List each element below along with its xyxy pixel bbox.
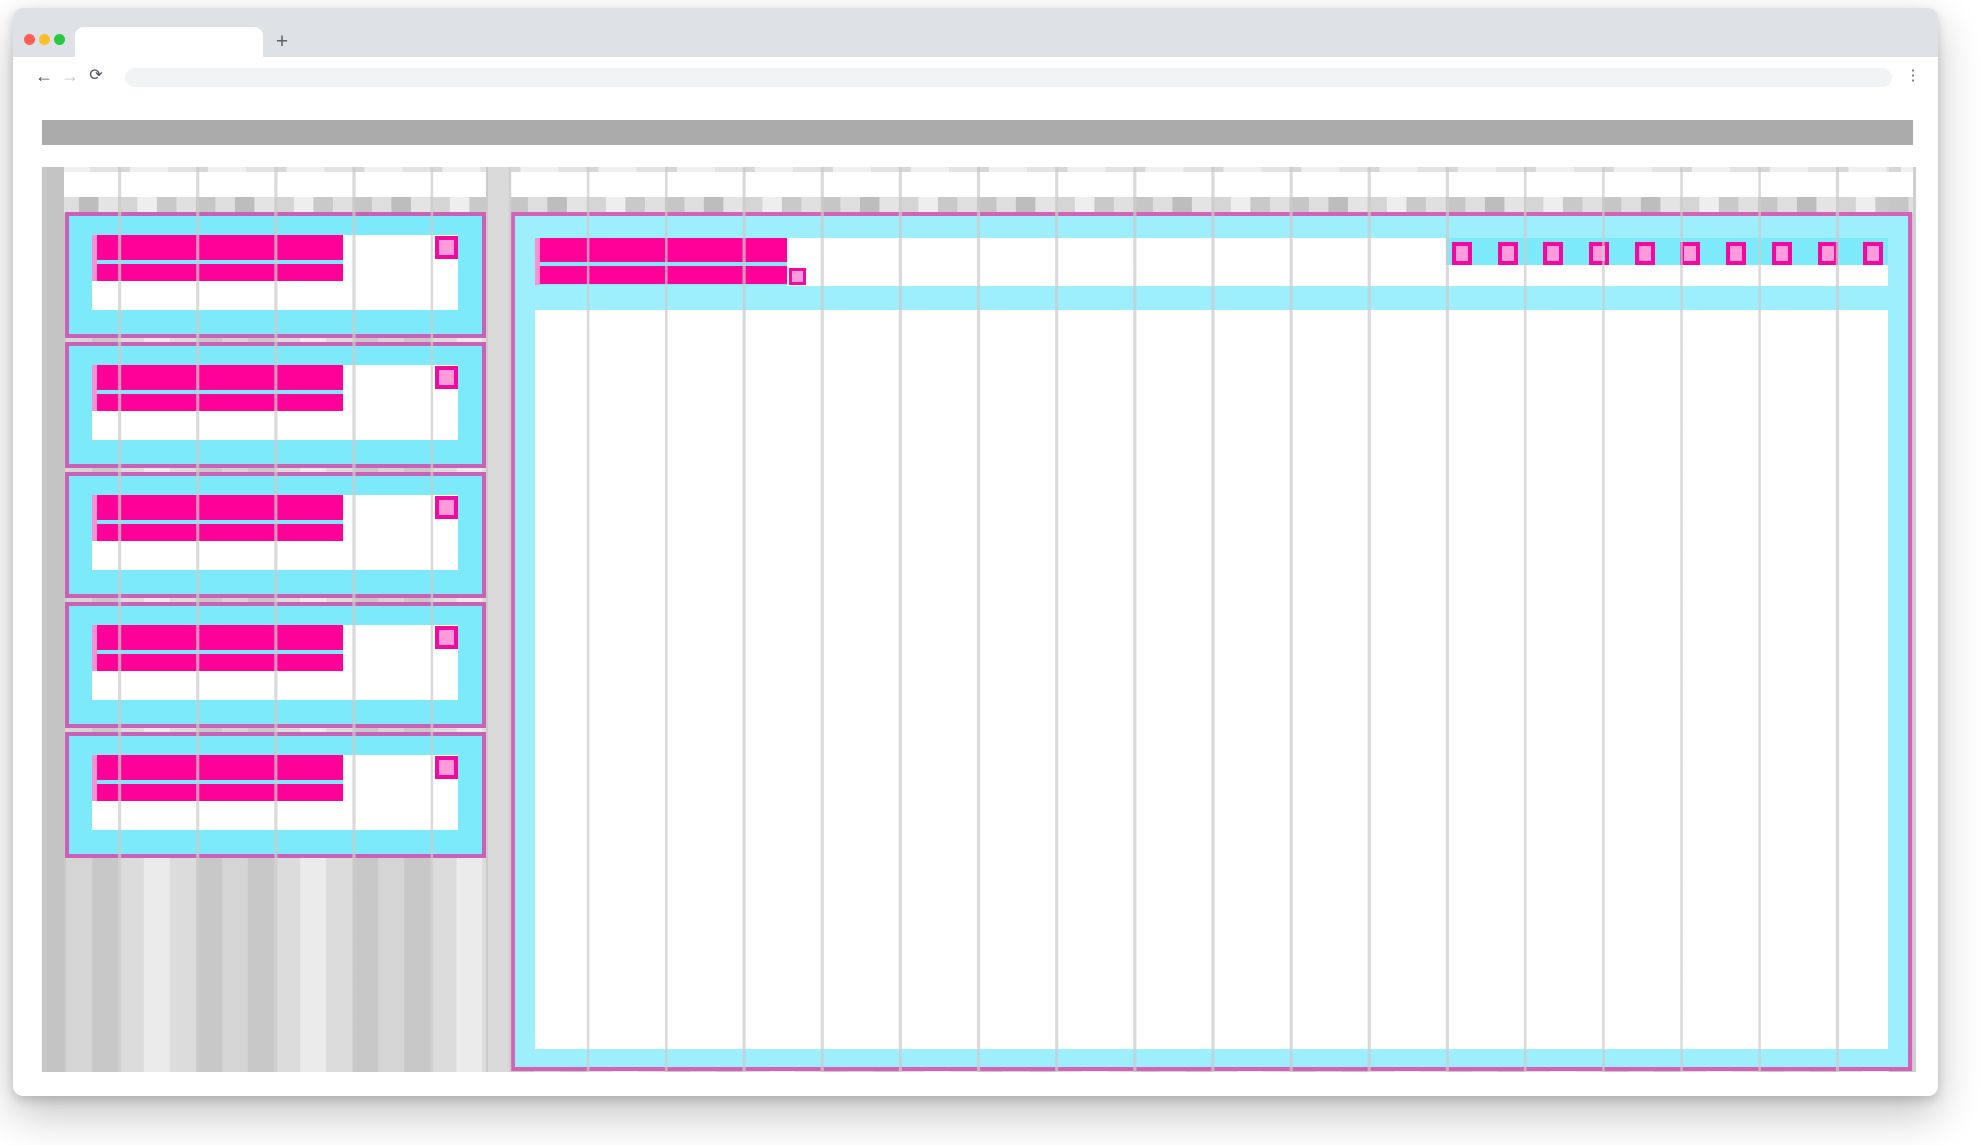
action-square-button[interactable] (1634, 242, 1655, 265)
text-line-placeholder (97, 654, 343, 671)
list-card[interactable] (65, 212, 486, 338)
back-button[interactable]: ← (35, 66, 53, 86)
text-line-placeholder (540, 238, 787, 262)
text-placeholder-block (92, 625, 343, 671)
text-line-placeholder (97, 235, 343, 260)
browser-toolbar: ← → ⟳ ⋮ (13, 57, 1938, 96)
list-card[interactable] (65, 472, 486, 598)
panel-action-toolbar (1446, 238, 1888, 265)
refresh-button[interactable]: ⟳ (89, 67, 103, 84)
text-line-placeholder (97, 495, 343, 520)
action-square-button[interactable] (1726, 242, 1747, 265)
text-line-placeholder (97, 264, 343, 281)
traffic-light-close-button[interactable] (24, 34, 35, 45)
text-line-placeholder (97, 625, 343, 650)
list-card[interactable] (65, 342, 486, 468)
text-placeholder-block (92, 365, 343, 411)
square-icon-placeholder[interactable] (435, 496, 458, 519)
layout-grid-area (42, 167, 1916, 1072)
square-icon-placeholder[interactable] (435, 756, 458, 779)
text-placeholder-block (92, 755, 343, 801)
traffic-light-expand-button[interactable] (54, 34, 65, 45)
address-bar-input[interactable] (125, 68, 1892, 87)
text-line-placeholder (97, 365, 343, 390)
browser-tab[interactable] (75, 27, 263, 57)
action-square-button[interactable] (1452, 242, 1472, 265)
square-icon-placeholder[interactable] (435, 626, 458, 649)
text-line-placeholder (97, 524, 343, 541)
text-line-placeholder (97, 755, 343, 780)
kebab-menu-icon[interactable]: ⋮ (1905, 67, 1921, 84)
action-square-button[interactable] (1863, 242, 1884, 265)
action-square-button[interactable] (1817, 242, 1838, 265)
text-line-placeholder (97, 784, 343, 801)
text-line-placeholder (97, 394, 343, 411)
new-tab-button[interactable]: + (275, 30, 289, 53)
browser-window: + ← → ⟳ ⋮ (13, 8, 1938, 1096)
main-panel (511, 212, 1912, 1071)
list-card[interactable] (65, 602, 486, 728)
text-line-placeholder (540, 266, 787, 284)
action-square-button[interactable] (1543, 242, 1564, 265)
square-icon-placeholder[interactable] (435, 236, 458, 259)
meta-square-placeholder[interactable] (789, 268, 806, 285)
panel-title-placeholder (535, 238, 787, 285)
action-square-button[interactable] (1497, 242, 1518, 265)
action-square-button[interactable] (1771, 242, 1792, 265)
text-placeholder-block (92, 495, 343, 541)
list-card[interactable] (65, 732, 486, 858)
page-header-placeholder (42, 120, 1913, 145)
tab-strip: + (13, 8, 1938, 57)
text-placeholder-block (92, 235, 343, 281)
forward-button[interactable]: → (61, 66, 79, 86)
action-square-button[interactable] (1589, 242, 1610, 265)
action-square-button[interactable] (1680, 242, 1701, 265)
traffic-light-minimize-button[interactable] (39, 34, 50, 45)
square-icon-placeholder[interactable] (435, 366, 458, 389)
panel-content-area (535, 310, 1888, 1049)
